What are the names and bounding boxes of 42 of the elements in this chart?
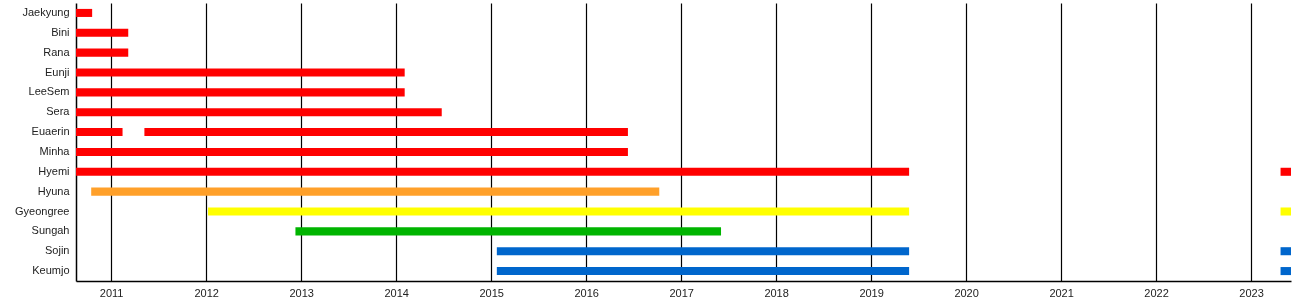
bar (76, 167, 910, 176)
y-tick-label: Bini (51, 25, 70, 38)
y-tick-label: Euaerin (31, 125, 70, 138)
bar (1280, 207, 1291, 216)
x-tick-label: 2017 (669, 286, 694, 299)
y-tick-label: Hyuna (37, 184, 71, 197)
bar (1280, 247, 1291, 256)
bar (76, 147, 628, 156)
bar (208, 207, 910, 216)
y-tick-label: Keumjo (32, 264, 70, 277)
y-tick-label: Sojin (45, 244, 70, 257)
y-tick-label: Sera (46, 105, 71, 118)
bar (295, 227, 722, 236)
x-tick-label: 2023 (1239, 286, 1264, 299)
bar (76, 68, 405, 77)
x-tick-label: 2016 (574, 286, 599, 299)
y-tick-label: Minha (39, 144, 71, 157)
x-tick-label: 2011 (99, 286, 124, 299)
y-tick-label: Hyemi (38, 164, 70, 177)
y-tick-label: Sungah (31, 224, 70, 237)
x-tick-label: 2015 (479, 286, 504, 299)
bar (76, 88, 405, 97)
x-tick-label: 2012 (194, 286, 219, 299)
y-tick-label: LeeSem (28, 85, 70, 98)
y-tick-label: Jaekyung (22, 5, 70, 18)
bar (76, 108, 442, 117)
bar (76, 128, 123, 137)
x-tick-label: 2022 (1144, 286, 1169, 299)
x-tick-label: 2019 (859, 286, 884, 299)
y-tick-label: Rana (43, 45, 71, 58)
x-tick-label: 2018 (764, 286, 789, 299)
y-tick-label: Eunji (45, 65, 70, 78)
bar (76, 48, 129, 57)
y-tick-label: Gyeongree (15, 204, 70, 217)
bar (76, 28, 129, 37)
bar (1280, 267, 1291, 276)
x-tick-label: 2013 (289, 286, 314, 299)
x-tick-label: 2021 (1049, 286, 1074, 299)
bar (76, 8, 93, 17)
x-tick-label: 2014 (384, 286, 409, 299)
x-tick-label: 2020 (954, 286, 979, 299)
bar (91, 187, 660, 196)
